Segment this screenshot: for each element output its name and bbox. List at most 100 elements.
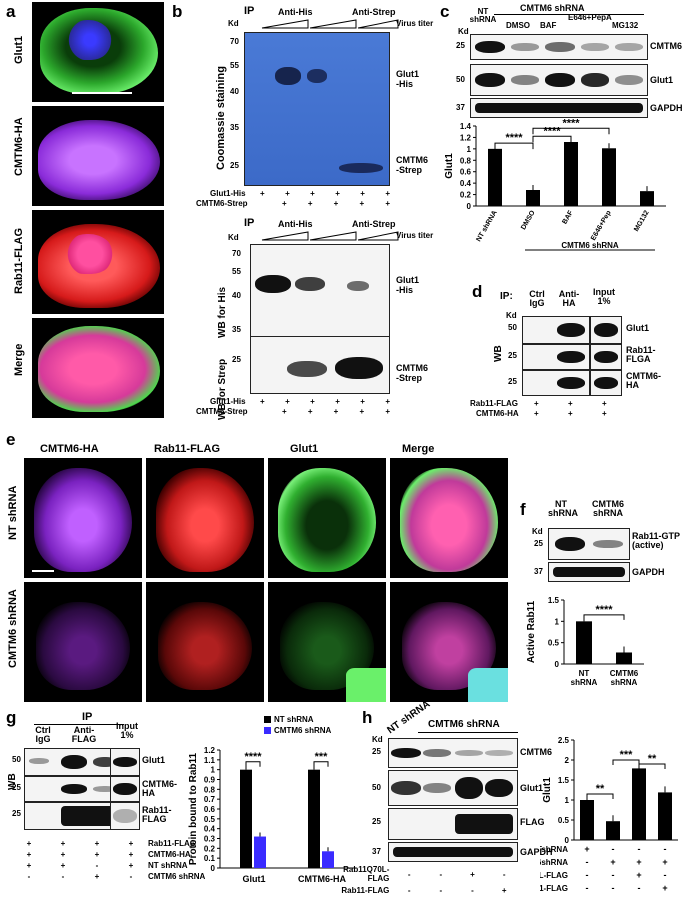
c-sig-label: **** (562, 117, 580, 129)
micrograph-a-merge (32, 318, 164, 418)
panel-e-letter: e (6, 430, 16, 449)
h-cond-label: Rab11Q70L-FLAG (343, 865, 390, 883)
h-ytick-label: 2 (565, 756, 570, 765)
panel-a-row-label-rab11: Rab11-FLAG (13, 227, 25, 294)
g-legend-label-0: NT shRNA (274, 715, 314, 724)
c-ytick-label: 0 (467, 202, 472, 211)
h-bar-3 (658, 792, 672, 840)
chart-h-glut1: 00.511.522.5Glut1*******+---NTshRNA-+++C… (540, 736, 678, 893)
d-input-rab11 (590, 344, 622, 370)
g-bar-0-0 (240, 769, 252, 868)
b2-r1-5: + (385, 397, 390, 406)
g-legend-swatch-0 (264, 716, 271, 723)
h-cond-value: + (662, 883, 667, 893)
h-bar-0 (580, 800, 594, 840)
g-cond-value: - (61, 872, 65, 881)
g-xtick-label: Glut1 (242, 874, 265, 884)
panel-g-letter: g (6, 708, 17, 727)
c-blot-glut1 (470, 64, 648, 96)
d-r1-2: + (602, 399, 607, 408)
b2-row1-values: + + + + + + (260, 398, 390, 406)
f-bar-1 (616, 652, 632, 664)
panel-b-virus-titer: Virus titer (396, 19, 434, 28)
d-r2-0: + (534, 409, 539, 418)
d-input-glut1 (590, 316, 622, 344)
h-cond-value: - (612, 870, 615, 880)
h-cond-value: - (407, 869, 411, 879)
panel-b-letter: b (172, 2, 183, 21)
g-ip: IP (82, 711, 93, 723)
f-ylabel: Active Rab11 (526, 600, 537, 663)
g-col-anti-flag: Anti-FLAG (71, 725, 97, 744)
e-row-nt: NT shRNA (7, 485, 19, 540)
g-cond-label: CMTM6-HA (148, 850, 191, 859)
g-ytick-label: 0.5 (204, 815, 216, 824)
micrograph-e-nt-cmtm6 (24, 458, 142, 578)
panel-b-ip: IP (244, 5, 255, 17)
g-blot-cmtm6 (24, 776, 124, 802)
b2-r1-1: + (285, 397, 290, 406)
titer-wedges-top (261, 19, 399, 29)
d-r2-2: + (602, 409, 607, 418)
panel-b2-ip: IP (244, 217, 255, 229)
b2-marker-70: 70 (232, 249, 241, 258)
b-top-cmtm6-label: CMTM6 -Strep (396, 155, 428, 175)
c-kd-37: 37 (456, 103, 465, 112)
c-sig-label: **** (543, 125, 561, 137)
h-cond-value: - (502, 869, 506, 879)
g-col-input: Input 1% (116, 721, 138, 740)
h-sig-label: ** (596, 783, 605, 795)
h-cond-value: - (586, 883, 589, 893)
c-bar-3 (602, 148, 616, 206)
h-cond-label: Rab11-FLAG (341, 885, 390, 895)
f-kd-25: 25 (534, 539, 543, 548)
g-bar-1-0 (308, 769, 320, 868)
h-cmtm6: CMTM6 shRNA (428, 719, 500, 730)
h-cond-row: Rab11-FLAG - - - + (330, 882, 520, 898)
g-cond-value: + (94, 839, 100, 848)
d-wb: WB (493, 345, 504, 362)
micrograph-e-kd-rab11 (146, 582, 264, 702)
panel-b-anti-strep: Anti-Strep (352, 7, 396, 17)
g-ytick-label: 1.2 (204, 746, 216, 755)
c-lane-mg132: MG132 (612, 21, 639, 30)
g-ytick-label: 0.8 (204, 785, 216, 794)
f-sig-bracket (583, 614, 625, 620)
g-ytick-label: 0.9 (204, 776, 216, 785)
b-top-r1-1: + (285, 189, 290, 198)
g-sig-bracket (313, 761, 329, 767)
g-input-cmtm6 (110, 776, 140, 802)
b-top-r2-0: + (282, 199, 287, 208)
c-blot-cmtm6 (470, 34, 648, 60)
b-blot-strep (250, 336, 390, 394)
h-ytick-label: 1.5 (558, 776, 570, 785)
g-blot-rab11 (24, 802, 124, 830)
f-band-rab11: Rab11-GTP (active) (632, 531, 680, 550)
h-ylabel: Glut1 (542, 777, 553, 803)
titer-wedges-bottom (261, 231, 399, 241)
b-top-marker-25: 25 (230, 161, 239, 170)
panel-h-letter: h (362, 708, 373, 727)
d-r2-1: + (568, 409, 573, 418)
h-cond-value: - (612, 844, 615, 854)
b2-r2-1: + (307, 407, 313, 416)
micrograph-e-kd-cmtm6 (24, 582, 142, 702)
d-r1-0: + (534, 399, 539, 408)
b2-row1-label: Glut1-His (210, 397, 246, 406)
h-cond-value: - (638, 844, 641, 854)
b2-marker-35: 35 (232, 325, 241, 334)
b-top-row1-label: Glut1-His (210, 189, 246, 198)
c-band-glut1: Glut1 (650, 75, 674, 85)
b-top-glut1-label: Glut1 -His (396, 69, 420, 89)
d-kd-25b: 25 (508, 377, 517, 386)
g-input-glut1 (110, 748, 140, 776)
b-top-marker-70: 70 (230, 37, 239, 46)
d-blot-cmtm6 (522, 370, 590, 396)
micrograph-e-kd-merge (390, 582, 508, 702)
b-top-row2-values: + + + + + (282, 200, 390, 208)
g-legend-swatch-1 (264, 727, 271, 734)
f-xtick-label: CMTM6 (610, 669, 639, 678)
c-ylabel: Glut1 (444, 153, 455, 179)
f-xtick-label: shRNA (611, 678, 638, 687)
micrograph-a-rab11 (32, 210, 164, 314)
